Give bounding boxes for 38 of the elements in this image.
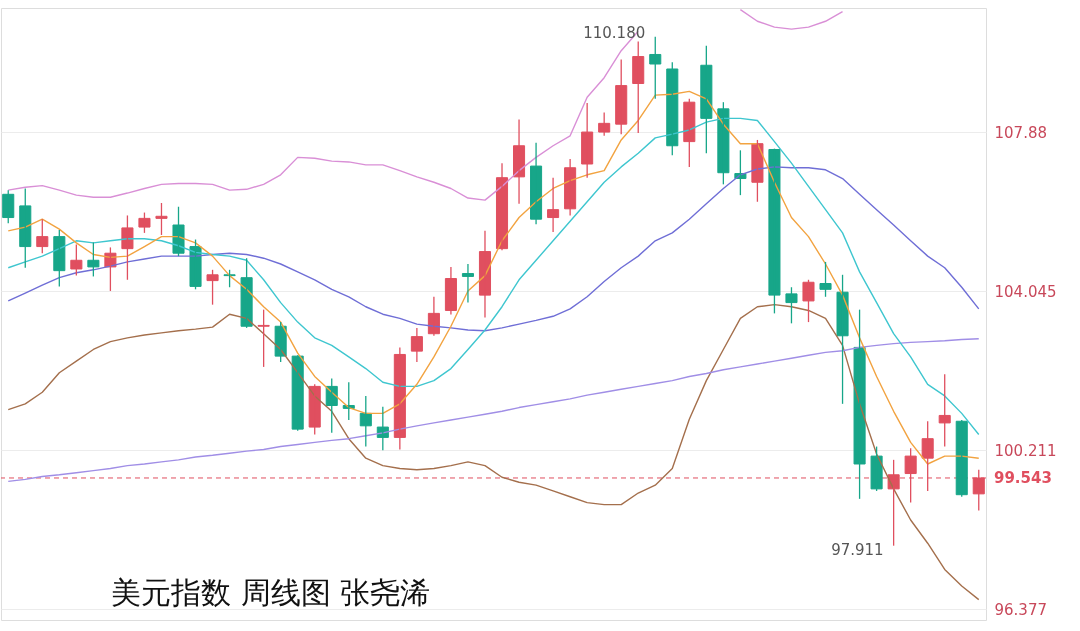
y-tick-label: 107.88 (994, 123, 1047, 142)
candlestick (870, 445, 883, 492)
candlestick (751, 139, 764, 203)
candlestick (632, 40, 645, 134)
candlestick (70, 243, 83, 277)
annotation: 97.911 (831, 540, 884, 559)
y-tick-label: 96.377 (994, 600, 1047, 619)
candlestick (87, 241, 100, 278)
candlestick (717, 101, 730, 185)
candlestick (121, 214, 134, 281)
candlestick (274, 321, 287, 363)
candlestick (768, 148, 781, 315)
ref-line-label: 99.543 (994, 468, 1052, 487)
candlestick (938, 373, 951, 448)
candlestick (836, 274, 849, 405)
candlestick (206, 269, 219, 306)
candlestick (819, 261, 832, 298)
candlestick (700, 45, 713, 154)
y-tick-label: 104.045 (994, 282, 1057, 301)
candlestick (155, 202, 168, 236)
candlestick (257, 308, 270, 368)
candlestick (138, 211, 151, 234)
annotation: 110.180 (583, 23, 646, 42)
y-tick-label: 100.211 (994, 441, 1057, 460)
candlestick (2, 189, 15, 224)
candlestick (240, 257, 253, 329)
candlestick (53, 229, 66, 288)
candlestick (36, 218, 49, 254)
candlestick (649, 35, 662, 100)
candlestick (172, 206, 185, 257)
candlestick (802, 279, 815, 323)
candlestick (615, 58, 628, 135)
candlestick (189, 238, 202, 290)
candlestick (853, 308, 866, 500)
line-series (7, 337, 980, 483)
candlestick (785, 286, 798, 324)
text: 美元指数 周线图 张尧浠 (111, 575, 431, 610)
candlestick (598, 111, 611, 137)
